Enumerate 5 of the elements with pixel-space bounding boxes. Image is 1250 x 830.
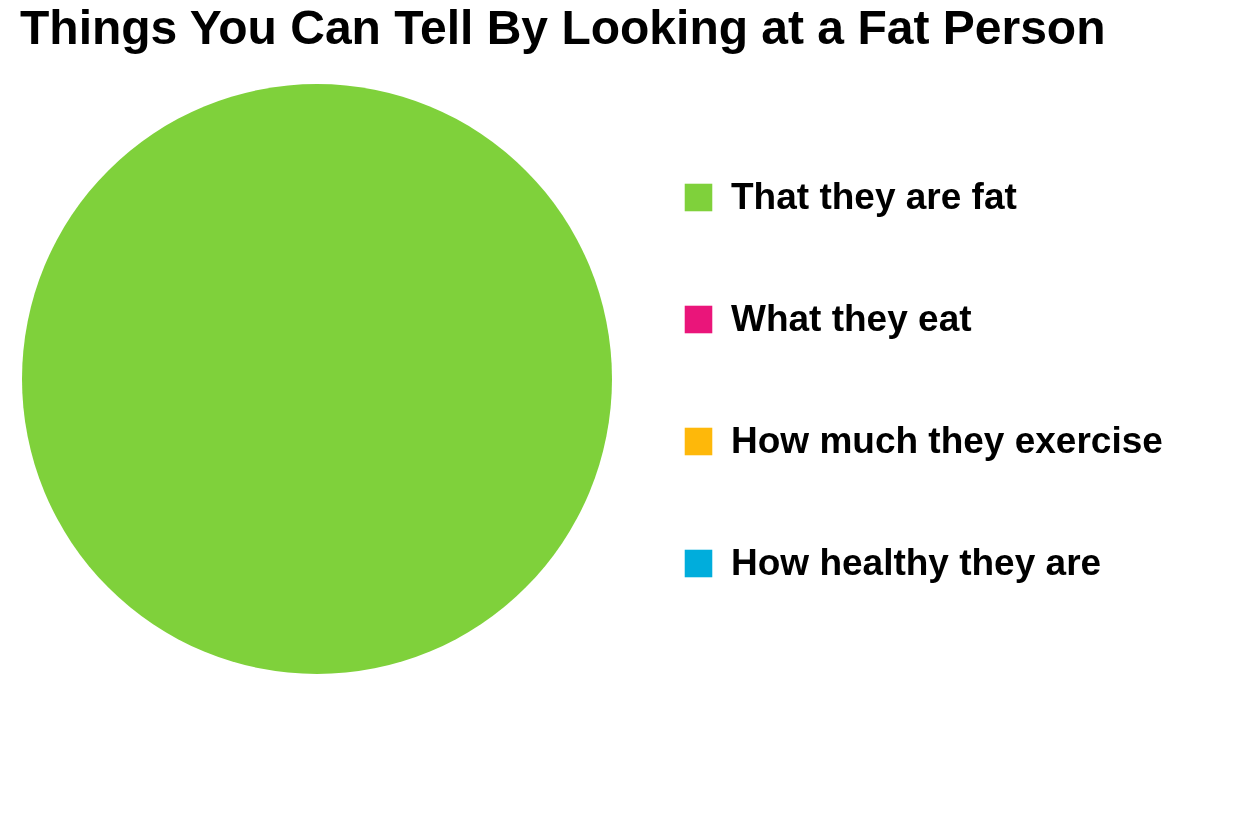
chart-title: Things You Can Tell By Looking at a Fat Person	[20, 1, 1106, 54]
legend-label: What they eat	[731, 297, 972, 339]
legend-label: How much they exercise	[731, 419, 1163, 461]
legend-label: That they are fat	[731, 175, 1017, 217]
legend-label: How healthy they are	[731, 541, 1102, 583]
